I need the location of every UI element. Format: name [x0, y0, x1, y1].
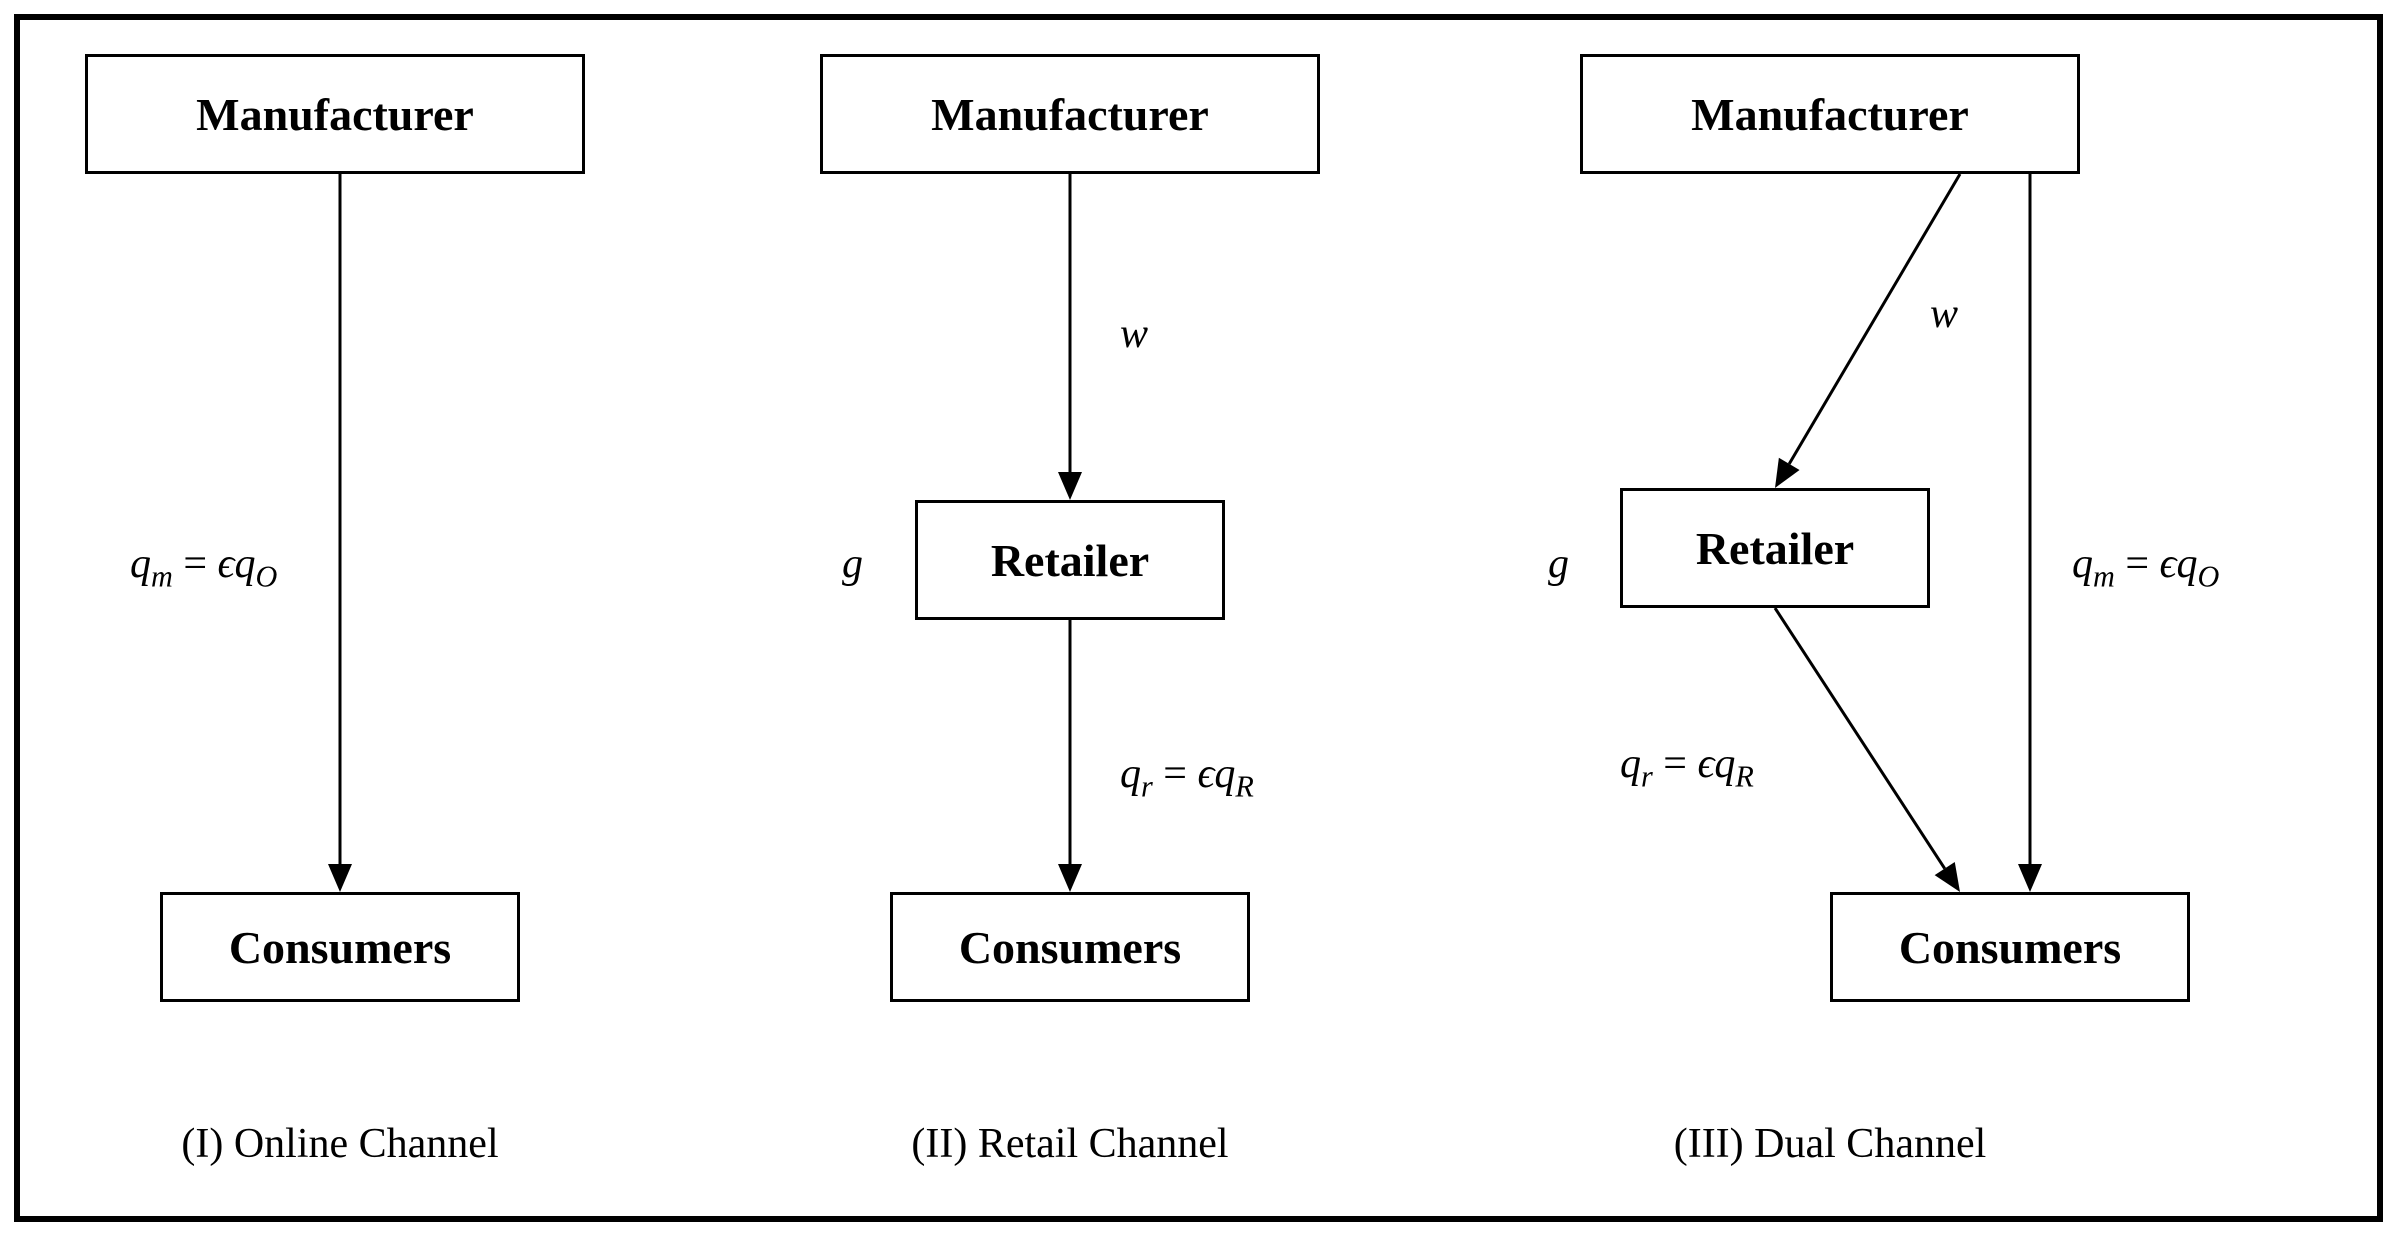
edge-label-p2-w: w — [1120, 310, 1148, 358]
edge-label-p2-qr: qr = ϵqR — [1120, 750, 1254, 804]
caption-p2: (II) Retail Channel — [911, 1120, 1228, 1168]
arrowhead-p2-ret-cons — [1058, 864, 1082, 892]
caption-p1: (I) Online Channel — [181, 1120, 498, 1168]
caption-p3: (III) Dual Channel — [1674, 1120, 1987, 1168]
edges-layer — [0, 0, 2397, 1236]
edge-label-p2-g: g — [842, 540, 863, 588]
edge-label-p3-qr: qr = ϵqR — [1620, 740, 1754, 794]
arrowhead-p3-ret-cons — [1935, 862, 1960, 892]
arrowhead-p3-mfr-ret — [1775, 458, 1800, 488]
edge-label-p3-w: w — [1930, 290, 1958, 338]
arrowhead-p3-mfr-cons — [2018, 864, 2042, 892]
edge-p3-ret-cons — [1775, 608, 1945, 869]
edge-label-p1-qm: qm = ϵqO — [130, 540, 277, 594]
edge-label-p3-qm: qm = ϵqO — [2072, 540, 2219, 594]
edge-label-p3-g: g — [1548, 540, 1569, 588]
arrowhead-p2-mfr-ret — [1058, 472, 1082, 500]
arrowhead-p1-mfr-cons — [328, 864, 352, 892]
